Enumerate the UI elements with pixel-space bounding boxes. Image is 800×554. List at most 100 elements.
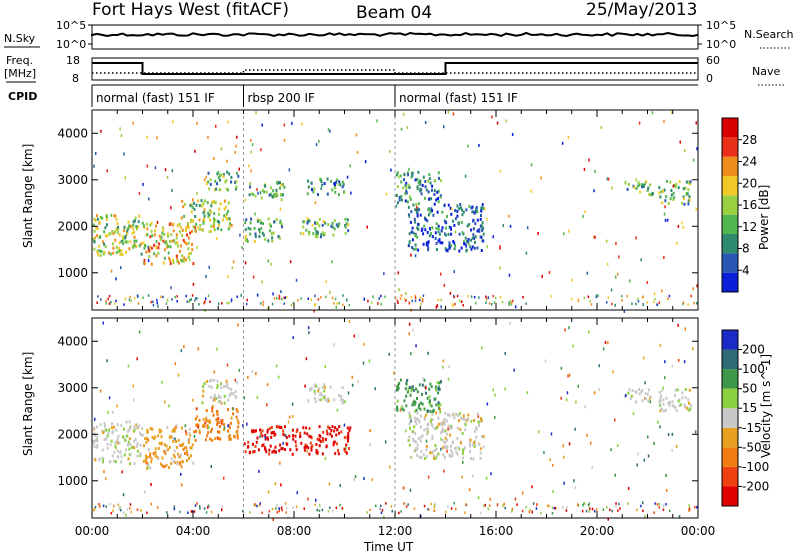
echo-cell xyxy=(348,428,351,432)
echo-cell xyxy=(225,212,228,216)
echo-cell xyxy=(191,198,194,202)
colorbar-swatch xyxy=(722,330,738,350)
echo-cell xyxy=(245,218,248,222)
echo-cell xyxy=(225,179,228,183)
echo-cell xyxy=(525,302,527,305)
echo-cell xyxy=(437,452,440,456)
echo-cell xyxy=(429,410,432,414)
echo-cell xyxy=(163,248,166,252)
echo-cell xyxy=(445,510,447,514)
echo-cell xyxy=(226,382,229,386)
echo-cell xyxy=(668,404,671,407)
echo-cell xyxy=(627,183,630,186)
echo-cell xyxy=(327,510,330,513)
echo-cell xyxy=(488,504,491,507)
colorbar-swatch xyxy=(722,427,738,448)
echo-cell xyxy=(514,305,517,309)
echo-cell xyxy=(107,411,109,414)
echo-cell xyxy=(658,502,661,506)
echo-cell xyxy=(465,244,467,248)
echo-cell xyxy=(324,365,326,369)
echo-cell xyxy=(662,409,665,413)
echo-cell xyxy=(326,432,329,436)
echo-cell xyxy=(284,502,287,505)
echo-cell xyxy=(181,199,184,203)
echo-cell xyxy=(93,164,95,168)
echo-cell xyxy=(649,395,652,399)
echo-cell xyxy=(244,228,247,232)
echo-cell xyxy=(428,508,430,511)
echo-cell xyxy=(674,388,677,392)
echo-cell xyxy=(669,197,672,201)
echo-cell xyxy=(147,248,150,252)
echo-cell xyxy=(637,300,640,303)
echo-cell xyxy=(408,416,411,420)
echo-cell xyxy=(343,447,346,451)
echo-cell xyxy=(573,479,575,483)
echo-cell xyxy=(261,123,263,127)
echo-cell xyxy=(525,251,528,255)
echo-cell xyxy=(103,230,106,234)
echo-cell xyxy=(108,428,111,432)
echo-cell xyxy=(448,453,451,457)
echo-cell xyxy=(421,299,424,303)
echo-cell xyxy=(267,490,270,494)
echo-cell xyxy=(314,392,317,395)
echo-cell xyxy=(336,408,339,412)
echo-cell xyxy=(411,429,414,433)
echo-cell xyxy=(444,440,447,444)
echo-cell xyxy=(100,129,102,133)
echo-cell xyxy=(156,301,158,305)
echo-cell xyxy=(202,211,205,215)
echo-cell xyxy=(346,218,349,222)
echo-cell xyxy=(106,434,109,438)
echo-cell xyxy=(460,220,463,224)
echo-cell xyxy=(281,508,283,512)
echo-cell xyxy=(403,172,406,176)
echo-cell xyxy=(209,396,212,399)
echo-cell xyxy=(195,423,198,427)
echo-cell xyxy=(411,299,413,303)
echo-cell xyxy=(178,455,181,459)
echo-cell xyxy=(666,218,669,222)
echo-cell xyxy=(625,394,627,398)
echo-cell xyxy=(318,398,321,402)
echo-cell xyxy=(426,427,429,431)
echo-cell xyxy=(112,232,115,236)
echo-cell xyxy=(336,225,339,228)
echo-cell xyxy=(114,460,117,464)
echo-cell xyxy=(425,243,428,247)
echo-cell xyxy=(425,241,428,245)
echo-cell xyxy=(434,502,436,506)
echo-cell xyxy=(427,213,430,217)
echo-cell xyxy=(308,219,311,223)
colorbar-tick-label: 200 xyxy=(742,343,765,357)
echo-cell xyxy=(479,451,482,455)
echo-cell xyxy=(435,227,438,230)
echo-cell xyxy=(163,465,166,469)
echo-cell xyxy=(402,486,405,490)
echo-cell xyxy=(292,415,294,419)
echo-cell xyxy=(324,457,327,460)
echo-cell xyxy=(550,295,553,298)
echo-cell xyxy=(210,224,213,228)
echo-cell xyxy=(288,415,291,419)
echo-cell xyxy=(681,221,683,225)
echo-cell xyxy=(209,209,212,213)
echo-cell xyxy=(417,227,419,231)
echo-cell xyxy=(478,143,480,147)
echo-cell xyxy=(223,207,226,211)
echo-cell xyxy=(444,220,447,224)
echo-cell xyxy=(311,224,314,227)
echo-cell xyxy=(308,331,310,335)
echo-cell xyxy=(203,178,206,182)
echo-cell xyxy=(307,326,310,330)
echo-cell xyxy=(431,209,434,213)
echo-cell xyxy=(106,223,108,227)
echo-cell xyxy=(177,438,180,442)
beam-label: Beam 04 xyxy=(356,3,432,23)
echo-cell xyxy=(299,231,302,235)
echo-cell xyxy=(682,301,685,304)
echo-cell xyxy=(684,327,686,331)
echo-cell xyxy=(278,236,281,240)
